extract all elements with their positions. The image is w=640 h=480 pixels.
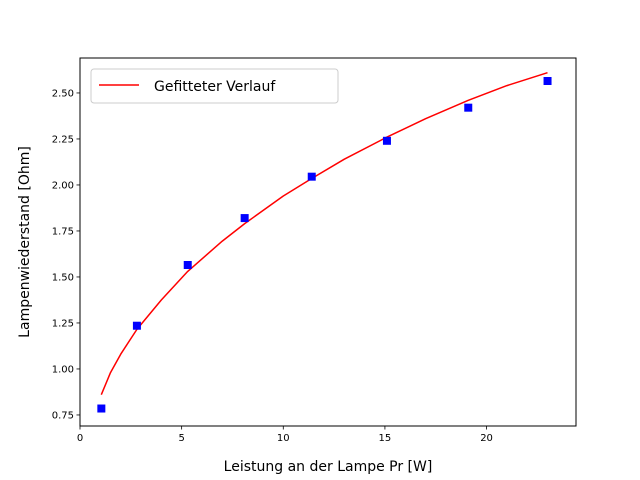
data-point	[464, 103, 473, 112]
y-tick-label: 2.50	[52, 88, 74, 99]
x-axis-label: Leistung an der Lampe Pr [W]	[224, 459, 433, 475]
data-point	[132, 321, 141, 330]
y-tick-label: 1.75	[52, 226, 74, 237]
y-tick-label: 2.00	[52, 180, 74, 191]
y-tick-label: 0.75	[52, 410, 74, 421]
legend: Gefitteter Verlauf	[90, 68, 339, 104]
data-point	[543, 77, 552, 85]
y-tick-label: 1.25	[52, 318, 74, 329]
data-point	[97, 404, 106, 413]
y-axis-label: Lampenwiederstand [Ohm]	[17, 146, 33, 338]
plot-frame	[79, 57, 577, 427]
legend-entry-label: Gefitteter Verlauf	[154, 79, 276, 95]
data-point	[240, 214, 249, 223]
y-tick-label: 2.25	[52, 134, 74, 145]
data-point	[307, 172, 316, 181]
x-tick-label: 5	[178, 433, 184, 444]
x-tick-label: 15	[379, 433, 392, 444]
x-tick-label: 0	[77, 433, 83, 444]
x-tick-label: 10	[277, 433, 290, 444]
data-point	[382, 136, 391, 145]
y-tick-label: 1.50	[52, 272, 74, 283]
x-tick-label: 20	[480, 433, 493, 444]
fit-line	[100, 71, 548, 395]
data-point	[183, 261, 192, 269]
y-axis: 0.75 1.00 1.25 1.50 1.75 2.00 2.25 2.50	[52, 88, 80, 421]
y-tick-label: 1.00	[52, 364, 74, 375]
plot-area	[97, 71, 552, 413]
x-axis: 0 5 10 15 20	[77, 426, 493, 444]
legend-box	[90, 68, 339, 104]
